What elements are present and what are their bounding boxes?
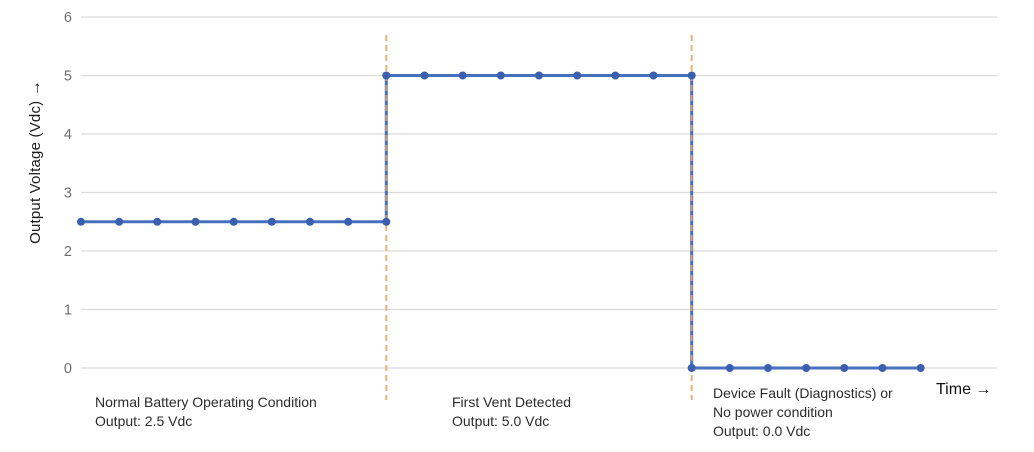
data-point-marker xyxy=(496,71,505,80)
data-point-marker xyxy=(687,71,696,80)
data-point-marker xyxy=(420,71,429,80)
data-point-marker xyxy=(802,364,811,372)
annotation-line: Output: 5.0 Vdc xyxy=(452,413,550,429)
data-point-marker xyxy=(878,364,887,372)
data-point-marker xyxy=(77,217,85,226)
y-axis-title-text: Output Voltage (Vdc) xyxy=(27,100,44,244)
x-axis-title: Time → xyxy=(936,381,991,399)
right-arrow-icon: → xyxy=(975,381,992,398)
data-point-marker xyxy=(382,217,391,226)
data-point-marker xyxy=(725,364,734,372)
data-point-marker xyxy=(611,71,620,80)
data-point-marker xyxy=(382,71,391,80)
y-tick-label-2: 2 xyxy=(64,244,72,260)
annotation-line: No power condition xyxy=(713,404,833,420)
data-point-marker xyxy=(344,217,353,226)
annotation-device-fault: Device Fault (Diagnostics) or No power c… xyxy=(713,384,893,441)
y-axis-title: Output Voltage (Vdc) → xyxy=(27,80,45,244)
y-tick-label-5: 5 xyxy=(64,69,72,85)
y-tick-label-1: 1 xyxy=(64,303,72,319)
data-point-marker xyxy=(687,364,696,372)
data-point-marker xyxy=(191,217,200,226)
data-point-marker xyxy=(649,71,658,80)
data-point-marker xyxy=(267,217,276,226)
y-tick-label-6: 6 xyxy=(64,10,72,26)
up-arrow-icon: → xyxy=(27,80,44,97)
x-axis-title-text: Time xyxy=(936,381,971,398)
data-point-marker xyxy=(458,71,467,80)
data-point-marker xyxy=(764,364,772,372)
y-tick-label-4: 4 xyxy=(64,127,72,143)
y-tick-label-0: 0 xyxy=(64,361,72,377)
data-point-marker xyxy=(306,217,314,226)
data-point-marker xyxy=(535,71,543,80)
annotation-line: Output: 2.5 Vdc xyxy=(95,413,193,429)
annotation-line: Device Fault (Diagnostics) or xyxy=(713,385,893,401)
annotation-line: Normal Battery Operating Condition xyxy=(95,394,317,410)
y-tick-label-3: 3 xyxy=(64,186,72,202)
annotation-first-vent: First Vent Detected Output: 5.0 Vdc xyxy=(452,393,571,431)
data-point-marker xyxy=(229,217,238,226)
data-point-marker xyxy=(840,364,849,372)
voltage-step-line xyxy=(79,74,923,370)
annotation-line: First Vent Detected xyxy=(452,394,572,410)
data-point-marker xyxy=(916,364,925,372)
annotation-normal-battery: Normal Battery Operating Condition Outpu… xyxy=(95,393,317,431)
annotation-line: Output: 0.0 Vdc xyxy=(713,423,811,439)
data-point-marker xyxy=(153,217,162,226)
data-point-marker xyxy=(573,71,582,80)
data-point-marker xyxy=(115,217,124,226)
